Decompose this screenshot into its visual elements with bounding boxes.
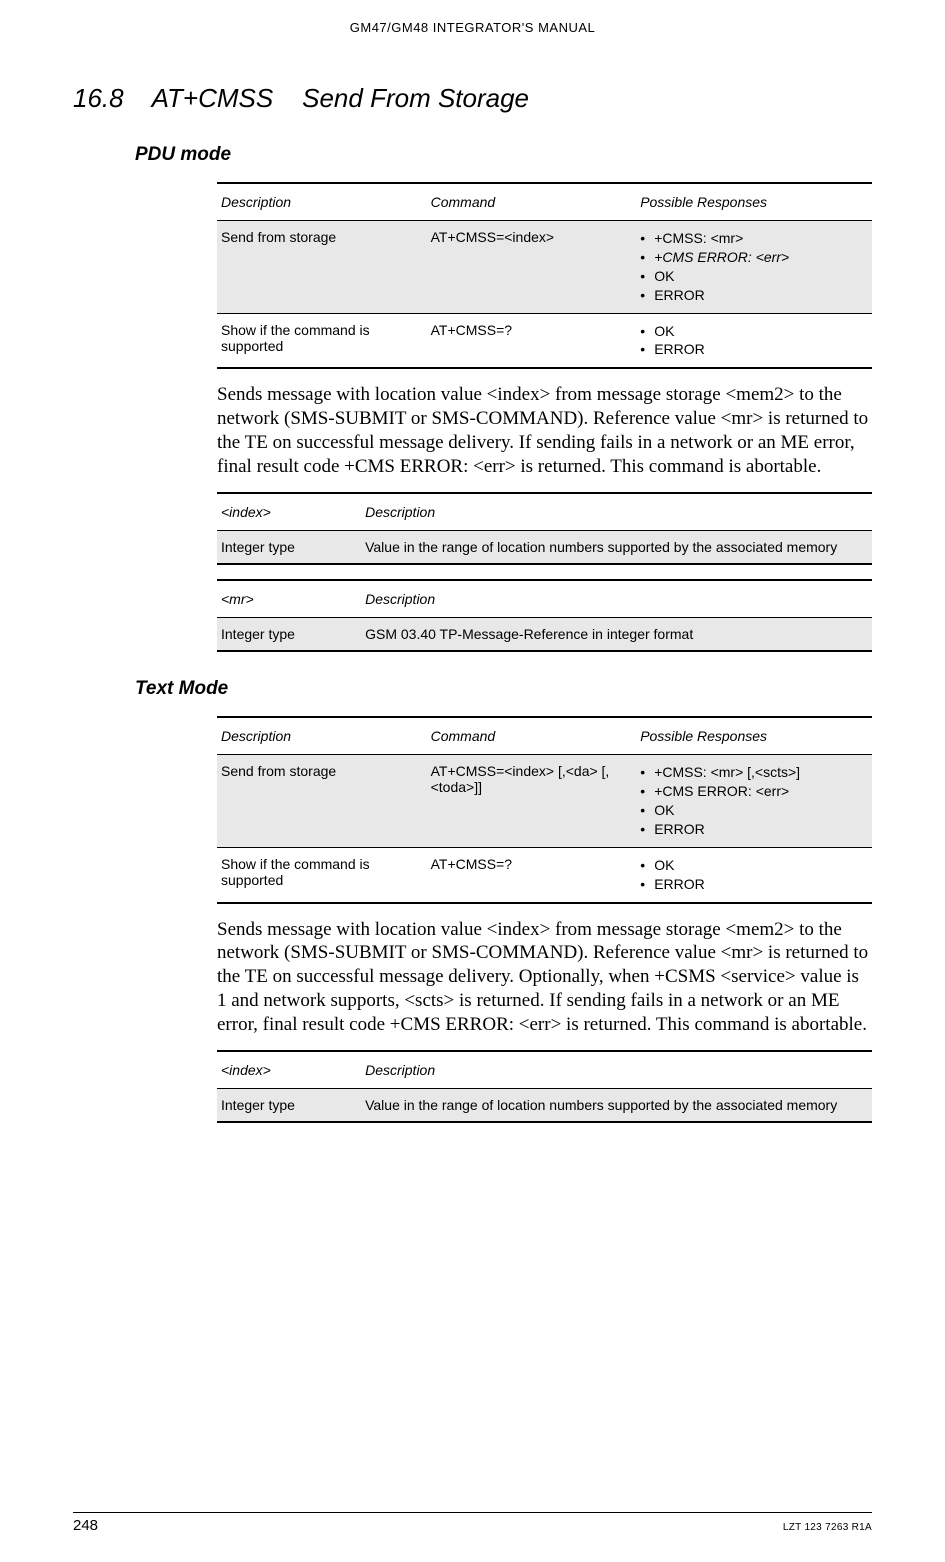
col-description: Description: [217, 183, 427, 221]
cell-description: Value in the range of location numbers s…: [361, 531, 872, 565]
section-number: 16.8: [73, 83, 124, 113]
response-item: ERROR: [640, 820, 864, 839]
col-command: Command: [427, 183, 637, 221]
col-responses: Possible Responses: [636, 717, 872, 755]
cell-responses: +CMSS: <mr>+CMS ERROR: <err>OKERROR: [636, 221, 872, 314]
cell-type: Integer type: [217, 618, 361, 652]
table-row: Integer typeGSM 03.40 TP-Message-Referen…: [217, 618, 872, 652]
col-description: Description: [361, 1051, 872, 1089]
response-item: ERROR: [640, 286, 864, 305]
response-item: OK: [640, 801, 864, 820]
cell-type: Integer type: [217, 531, 361, 565]
running-header: GM47/GM48 INTEGRATOR'S MANUAL: [73, 20, 872, 35]
cell-command: AT+CMSS=<index> [,<da> [,<toda>]]: [427, 755, 637, 848]
col-description: Description: [361, 580, 872, 618]
cell-description: Show if the command is supported: [217, 313, 427, 368]
response-item: +CMSS: <mr> [,<scts>]: [640, 763, 864, 782]
text-command-table: Description Command Possible Responses S…: [217, 716, 872, 903]
response-item: +CMS ERROR: <err>: [640, 782, 864, 801]
col-description: Description: [217, 717, 427, 755]
section-cmd: AT+CMSS: [152, 83, 274, 113]
content-area: PDU mode Description Command Possible Re…: [217, 144, 872, 1123]
cell-responses: OKERROR: [636, 313, 872, 368]
param-table: <index>DescriptionInteger typeValue in t…: [217, 492, 872, 565]
table-row: Show if the command is supportedAT+CMSS=…: [217, 847, 872, 902]
cell-description: Show if the command is supported: [217, 847, 427, 902]
response-item: +CMS ERROR: <err>: [640, 248, 864, 267]
page: GM47/GM48 INTEGRATOR'S MANUAL 16.8 AT+CMS…: [0, 0, 945, 1562]
table-row: Send from storageAT+CMSS=<index> [,<da> …: [217, 755, 872, 848]
response-item: ERROR: [640, 875, 864, 894]
text-mode-heading: Text Mode: [135, 678, 872, 700]
cell-command: AT+CMSS=?: [427, 313, 637, 368]
cell-command: AT+CMSS=<index>: [427, 221, 637, 314]
section-title: 16.8 AT+CMSS Send From Storage: [73, 83, 872, 114]
section-name: Send From Storage: [302, 83, 529, 113]
col-responses: Possible Responses: [636, 183, 872, 221]
table-row: Send from storageAT+CMSS=<index>+CMSS: <…: [217, 221, 872, 314]
param-table: <index>DescriptionInteger typeValue in t…: [217, 1050, 872, 1123]
cell-description: Value in the range of location numbers s…: [361, 1089, 872, 1123]
response-item: OK: [640, 267, 864, 286]
page-footer: 248 LZT 123 7263 R1A: [73, 1512, 872, 1534]
col-param: <mr>: [217, 580, 361, 618]
text-param-tables: <index>DescriptionInteger typeValue in t…: [217, 1050, 872, 1123]
response-item: ERROR: [640, 340, 864, 359]
pdu-command-table: Description Command Possible Responses S…: [217, 182, 872, 369]
response-item: OK: [640, 322, 864, 341]
cell-description: GSM 03.40 TP-Message-Reference in intege…: [361, 618, 872, 652]
col-command: Command: [427, 717, 637, 755]
table-row: Integer typeValue in the range of locati…: [217, 531, 872, 565]
pdu-param-tables: <index>DescriptionInteger typeValue in t…: [217, 492, 872, 652]
col-description: Description: [361, 493, 872, 531]
pdu-mode-heading: PDU mode: [135, 144, 872, 166]
cell-description: Send from storage: [217, 755, 427, 848]
text-body-text: Sends message with location value <index…: [217, 918, 872, 1037]
document-id: LZT 123 7263 R1A: [783, 1522, 872, 1533]
cell-command: AT+CMSS=?: [427, 847, 637, 902]
page-number: 248: [73, 1517, 98, 1534]
cell-type: Integer type: [217, 1089, 361, 1123]
table-row: Show if the command is supportedAT+CMSS=…: [217, 313, 872, 368]
cell-responses: OKERROR: [636, 847, 872, 902]
col-param: <index>: [217, 493, 361, 531]
col-param: <index>: [217, 1051, 361, 1089]
table-row: Integer typeValue in the range of locati…: [217, 1089, 872, 1123]
pdu-body-text: Sends message with location value <index…: [217, 383, 872, 478]
cell-description: Send from storage: [217, 221, 427, 314]
response-item: +CMSS: <mr>: [640, 229, 864, 248]
cell-responses: +CMSS: <mr> [,<scts>]+CMS ERROR: <err>OK…: [636, 755, 872, 848]
param-table: <mr>DescriptionInteger typeGSM 03.40 TP-…: [217, 579, 872, 652]
response-item: OK: [640, 856, 864, 875]
